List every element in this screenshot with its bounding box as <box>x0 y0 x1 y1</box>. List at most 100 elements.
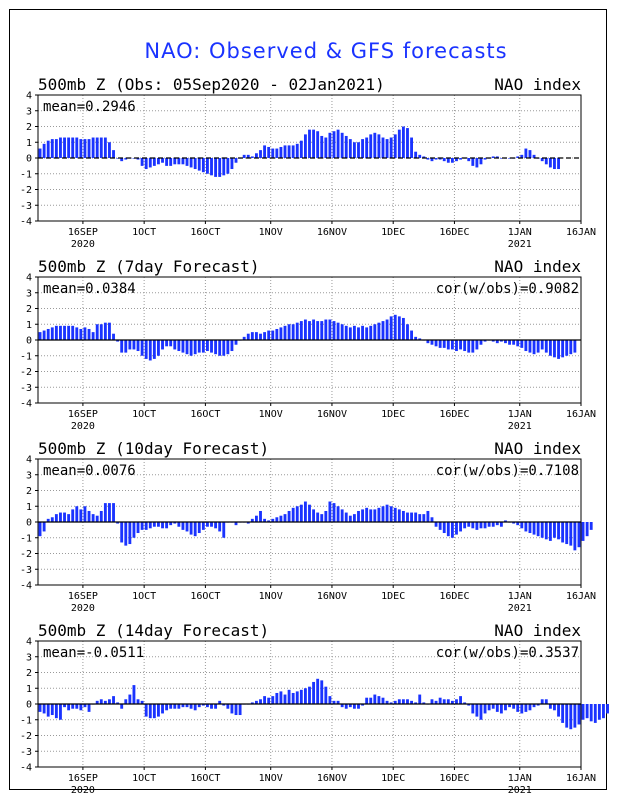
nao-bar <box>463 340 467 352</box>
nao-bar <box>132 340 136 350</box>
y-tick-label: 2 <box>26 486 32 497</box>
nao-bar <box>528 704 532 711</box>
nao-bar <box>303 688 307 704</box>
nao-bar <box>475 340 479 350</box>
nao-bar <box>103 322 107 340</box>
nao-bar <box>324 510 328 522</box>
nao-bar <box>312 319 316 340</box>
nao-bar <box>50 327 54 340</box>
nao-bar <box>283 325 287 340</box>
nao-bar <box>263 696 267 704</box>
nao-bar <box>557 522 560 540</box>
nao-bar <box>397 316 401 340</box>
nao-bar <box>83 139 87 158</box>
nao-bar <box>124 699 128 704</box>
nao-bar <box>442 340 446 348</box>
nao-bar <box>377 507 381 522</box>
nao-bar <box>434 700 438 704</box>
nao-bar <box>483 158 487 160</box>
nao-bar <box>230 340 234 352</box>
y-tick-label: 0 <box>26 154 32 165</box>
nao-bar <box>267 330 271 340</box>
nao-bar <box>475 704 479 717</box>
nao-bar <box>303 319 307 340</box>
nao-bar <box>459 696 462 704</box>
nao-bar <box>63 704 66 708</box>
x-tick-label: 1OCT <box>132 773 156 784</box>
nao-bar <box>565 522 569 545</box>
nao-bar <box>87 328 91 340</box>
x-tick-label: 16NOV <box>317 227 347 238</box>
nao-bar <box>357 142 360 158</box>
nao-bar <box>279 327 283 340</box>
nao-bar <box>120 704 124 709</box>
nao-bar <box>283 694 287 704</box>
mean-label: mean=0.0384 <box>43 281 136 297</box>
y-tick-label: 3 <box>26 106 32 117</box>
nao-bar <box>267 697 271 704</box>
nao-bar <box>467 704 471 706</box>
nao-bar <box>536 522 540 537</box>
nao-bar <box>242 154 246 158</box>
nao-bar <box>144 704 148 717</box>
y-tick-label: 0 <box>26 336 32 347</box>
nao-bar <box>206 522 209 527</box>
nao-bar <box>426 340 430 344</box>
nao-bar <box>512 340 516 345</box>
nao-bar <box>357 327 360 340</box>
nao-bar <box>524 340 528 352</box>
nao-bar <box>414 336 418 340</box>
nao-bar <box>112 150 115 158</box>
nao-bar <box>279 691 283 704</box>
nao-bar <box>410 700 413 704</box>
nao-bar <box>185 704 189 708</box>
nao-bar <box>381 506 385 522</box>
panel-right-title: NAO index <box>494 621 581 640</box>
nao-bar <box>499 158 503 159</box>
nao-bar <box>38 148 42 158</box>
nao-bar <box>430 517 434 522</box>
nao-bar <box>193 158 197 170</box>
nao-bar <box>54 139 58 158</box>
nao-bar <box>132 685 136 704</box>
nao-bar <box>352 514 356 522</box>
nao-bar <box>185 522 189 532</box>
nao-bar <box>336 700 340 704</box>
nao-bar <box>91 332 95 340</box>
nao-bar <box>214 158 218 177</box>
x-tick-year: 2021 <box>508 421 532 432</box>
mean-label: mean=-0.0511 <box>43 645 144 661</box>
y-tick-label: 1 <box>26 684 32 695</box>
nao-bar <box>161 158 164 163</box>
nao-bar <box>569 340 573 355</box>
nao-bar <box>471 522 475 529</box>
nao-bar <box>361 325 365 340</box>
nao-panel-3: 500mb Z (14day Forecast) NAO index -4 -3 -2 -… <box>20 621 609 796</box>
nao-bar <box>165 522 169 529</box>
x-tick-label: 16JAN <box>566 409 596 420</box>
nao-bar <box>275 328 279 340</box>
nao-bar <box>365 697 369 704</box>
nao-bar <box>67 325 71 340</box>
nao-bar <box>544 522 548 540</box>
nao-bar <box>393 314 397 340</box>
nao-bar <box>553 158 556 170</box>
nao-bar <box>344 325 348 340</box>
x-tick-year: 2020 <box>71 421 95 432</box>
nao-bar <box>116 340 120 342</box>
nao-bar <box>54 704 58 719</box>
nao-bar <box>201 704 205 706</box>
nao-bar <box>161 340 164 350</box>
nao-bar <box>222 704 226 706</box>
nao-bar <box>206 704 209 708</box>
nao-bar <box>132 158 136 159</box>
nao-bar <box>491 522 495 527</box>
nao-bar <box>438 340 442 348</box>
nao-bar <box>120 340 124 353</box>
nao-bar <box>483 704 487 714</box>
nao-bar <box>508 158 511 159</box>
nao-bar <box>328 132 332 158</box>
nao-bar <box>455 158 458 162</box>
nao-bar <box>99 699 103 704</box>
nao-bar <box>165 704 169 711</box>
